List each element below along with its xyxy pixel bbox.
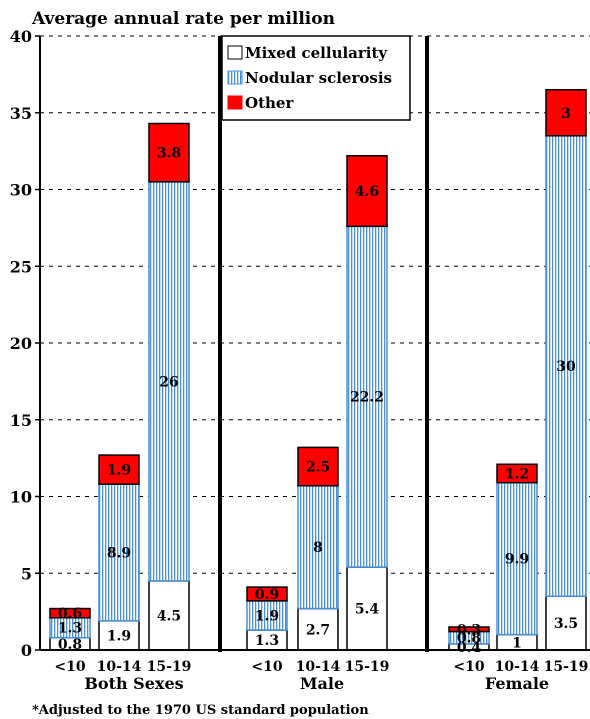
y-tick-label: 20	[10, 334, 32, 353]
data-label-nodular-sclerosis: 26	[159, 374, 178, 390]
x-tick-label: 15-19	[345, 659, 390, 675]
data-label-mixed-cellularity: 3.5	[554, 616, 578, 632]
data-label-other: 4.6	[355, 184, 379, 200]
data-label-other: 1.9	[107, 463, 131, 479]
data-label-other: 3.8	[157, 146, 181, 162]
data-label-nodular-sclerosis: 0.8	[457, 631, 481, 647]
data-label-mixed-cellularity: 1.3	[255, 633, 279, 649]
y-tick-label: 30	[10, 181, 32, 200]
legend: Mixed cellularity Nodular sclerosis Othe…	[221, 35, 411, 121]
bars	[49, 88, 587, 651]
bar-segment-other-female-3	[545, 88, 587, 137]
x-tick-label: 15-19	[147, 659, 192, 675]
group-label-male: Male	[300, 674, 344, 693]
bar-segment-other-both-sexes-2	[98, 454, 140, 485]
bar-segment-other-male-3	[346, 154, 388, 228]
footnote: *Adjusted to the 1970 US standard popula…	[32, 703, 369, 718]
group-labels: Both Sexes Male Female	[84, 674, 549, 693]
x-tick-label: 10-14	[296, 659, 341, 675]
data-label-other: 3	[561, 106, 571, 122]
data-label-other: 0.6	[58, 606, 82, 622]
y-tick-label: 15	[10, 411, 32, 430]
data-label-other: 2.5	[306, 460, 330, 476]
x-tick-label: <10	[251, 659, 282, 675]
group-label-female: Female	[485, 674, 549, 693]
bar-segment-nodular-sclerosis-both-sexes-2	[98, 483, 140, 622]
bar-segment-other-male-1	[246, 586, 288, 602]
bar-segment-other-male-2	[297, 446, 339, 487]
legend-swatch-nodular-sclerosis	[227, 70, 243, 85]
legend-label-mixed-cellularity: Mixed cellularity	[245, 44, 388, 62]
data-label-other: 1.2	[505, 466, 529, 482]
bar-segment-other-female-2	[496, 463, 538, 484]
y-tick-label: 10	[10, 488, 32, 507]
data-label-other: 0.3	[457, 622, 481, 638]
data-labels: 0.81.30.61.98.91.94.5263.81.31.90.92.782…	[58, 106, 578, 656]
x-tick-label: <10	[54, 659, 85, 675]
legend-box	[221, 35, 411, 121]
bar-segment-other-both-sexes-1	[49, 607, 91, 619]
bar-segment-nodular-sclerosis-male-2	[297, 485, 339, 610]
data-label-mixed-cellularity: 1.9	[107, 628, 131, 644]
y-tick-label: 25	[10, 257, 32, 276]
y-axis-tick-labels: 0 5 10 15 20 25 30 35 40	[10, 27, 40, 660]
legend-label-other: Other	[245, 94, 294, 112]
data-label-mixed-cellularity: 1	[512, 635, 522, 651]
bar-segment-nodular-sclerosis-female-3	[545, 135, 587, 598]
data-label-nodular-sclerosis: 8	[313, 540, 323, 556]
x-tick-label: 10-14	[97, 659, 142, 675]
data-label-mixed-cellularity: 5.4	[355, 602, 380, 618]
data-label-nodular-sclerosis: 30	[556, 359, 576, 375]
x-tick-label: 15-19	[544, 659, 589, 675]
bar-segment-other-female-1	[448, 626, 490, 633]
y-tick-label: 5	[21, 564, 32, 583]
data-label-mixed-cellularity: 2.7	[306, 622, 330, 638]
data-label-mixed-cellularity: 0.4	[457, 640, 482, 656]
y-tick-label: 35	[10, 104, 32, 123]
data-label-nodular-sclerosis: 9.9	[505, 552, 529, 568]
data-label-nodular-sclerosis: 1.3	[58, 621, 82, 637]
legend-swatch-other	[227, 95, 243, 110]
x-axis-tick-labels: <10 10-14 15-19 <10 10-14 15-19 <10 10-14 15-19	[54, 659, 588, 675]
legend-swatch-mixed-cellularity	[227, 45, 243, 60]
group-label-both-sexes: Both Sexes	[84, 674, 183, 693]
data-label-mixed-cellularity: 0.8	[58, 637, 82, 653]
y-tick-label: 0	[21, 641, 32, 660]
data-label-mixed-cellularity: 4.5	[157, 608, 181, 624]
data-label-nodular-sclerosis: 1.9	[255, 608, 279, 624]
legend-label-nodular-sclerosis: Nodular sclerosis	[245, 69, 392, 87]
x-tick-label: <10	[453, 659, 484, 675]
chart-title: Average annual rate per million	[31, 9, 335, 29]
bar-segment-nodular-sclerosis-both-sexes-3	[148, 181, 190, 582]
data-label-other: 0.9	[255, 587, 279, 603]
data-label-nodular-sclerosis: 8.9	[107, 546, 131, 562]
bar-segment-other-both-sexes-3	[148, 122, 190, 183]
y-tick-label: 40	[10, 27, 32, 46]
data-label-nodular-sclerosis: 22.2	[350, 390, 384, 406]
x-tick-label: 10-14	[495, 659, 540, 675]
